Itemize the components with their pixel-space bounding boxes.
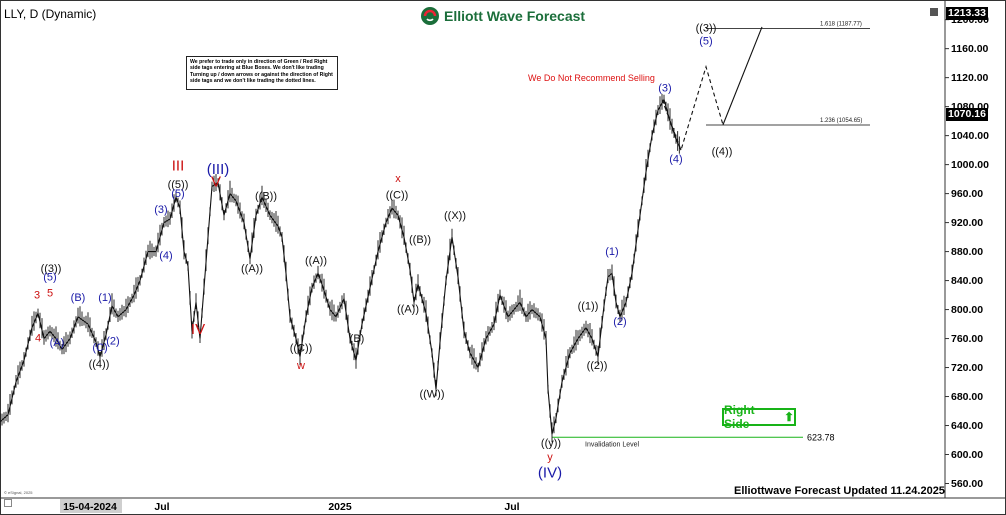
- fib-level-label: 1.236 (1054.65): [820, 118, 862, 124]
- wave-label: y: [547, 451, 553, 463]
- x-tick-highlight: [60, 499, 122, 513]
- wave-label: w: [296, 360, 305, 372]
- wave-label: (B): [350, 333, 365, 345]
- wave-label: (1): [98, 292, 111, 304]
- menu-square-icon[interactable]: [4, 499, 12, 507]
- wave-label: (3): [154, 204, 167, 216]
- wave-label: (III): [207, 161, 230, 178]
- wave-label: (C): [92, 342, 107, 354]
- brand-logo: Elliott Wave Forecast: [420, 6, 585, 26]
- wave-label: ((B)): [409, 234, 431, 246]
- wave-label: ((3)): [41, 263, 62, 275]
- brand-globe-icon: [421, 7, 439, 25]
- wave-label: ((A)): [241, 263, 263, 275]
- wave-label: V: [211, 173, 221, 190]
- trading-note-box: We prefer to trade only in direction of …: [186, 56, 338, 90]
- wave-label: (1): [605, 246, 618, 258]
- wave-label: (5): [699, 35, 712, 47]
- copyright-text: © eSignal, 2025: [4, 490, 33, 495]
- wave-label: (A): [50, 337, 65, 349]
- wave-label: ((A)): [397, 304, 419, 316]
- right-side-label: Right Side: [724, 403, 755, 431]
- wave-label: (2): [613, 316, 626, 328]
- wave-label: ((5)): [168, 179, 189, 191]
- projection-solid-line: [722, 26, 763, 125]
- wave-label: 5: [47, 288, 53, 300]
- settings-square-icon[interactable]: [930, 8, 938, 16]
- top-price-tag: 1213.33: [946, 7, 988, 20]
- note-line: We prefer to trade only in direction of …: [190, 59, 328, 65]
- y-tick-label: 880.00: [951, 246, 983, 258]
- note-line: Turning up / down arrows or against the …: [190, 71, 333, 78]
- y-tick-label: 560.00: [951, 478, 983, 490]
- wave-label: x: [395, 173, 401, 185]
- wave-label: (4): [159, 250, 172, 262]
- wave-label: ((C)): [386, 190, 409, 202]
- note-line: side tags entering at Blue Boxes. We don…: [190, 65, 324, 72]
- wave-label: ((4)): [89, 359, 110, 371]
- x-tick-label: Jul: [504, 501, 519, 513]
- y-tick-label: 1120.00: [951, 72, 989, 84]
- wave-label: (2): [106, 335, 119, 347]
- wave-label: (3): [658, 82, 671, 94]
- invalidation-value-label: 623.78: [807, 432, 835, 442]
- chart-ticker-label: LLY, D (Dynamic): [4, 7, 97, 21]
- y-tick-label: 1000.00: [951, 159, 989, 171]
- x-tick-label: Jul: [154, 501, 169, 513]
- projection-dashed-line: [661, 64, 724, 152]
- wave-label: (IV): [538, 465, 562, 482]
- y-tick-label: 840.00: [951, 275, 983, 287]
- wave-label: ((X)): [444, 210, 466, 222]
- y-tick-label: 1160.00: [951, 43, 989, 55]
- note-line: side tags and we don't like trading the …: [190, 78, 316, 85]
- y-tick-label: 680.00: [951, 391, 983, 403]
- wave-label: 4: [35, 333, 41, 345]
- y-tick-label: 800.00: [951, 304, 983, 316]
- y-tick-label: 720.00: [951, 362, 983, 374]
- y-tick-label: 760.00: [951, 333, 983, 345]
- no-sell-warning: We Do Not Recommend Selling: [528, 73, 655, 83]
- y-tick-label: 1040.00: [951, 130, 989, 142]
- wave-label: ((B)): [255, 190, 277, 202]
- wave-label: (5): [171, 188, 184, 200]
- y-tick-label: 960.00: [951, 188, 983, 200]
- x-tick-label: 15-04-2024: [63, 501, 117, 513]
- wave-label: ((4)): [712, 146, 733, 158]
- y-tick-label: 640.00: [951, 420, 983, 432]
- update-footer: Elliottwave Forecast Updated 11.24.2025: [734, 485, 945, 497]
- right-side-tag: Right Side ⬆: [722, 403, 796, 431]
- invalidation-label: Invalidation Level: [585, 441, 640, 448]
- wave-label: ((2)): [587, 360, 608, 372]
- arrow-up-icon: ⬆: [783, 410, 794, 424]
- wave-label: (5): [43, 272, 56, 284]
- y-tick-label: 920.00: [951, 217, 983, 229]
- wave-label: ((1)): [578, 301, 599, 313]
- x-tick-label: 2025: [328, 501, 352, 513]
- wave-label: ((3)): [696, 22, 717, 34]
- brand-name: Elliott Wave Forecast: [444, 8, 586, 24]
- fib-level-label: 1.618 (1187.77): [820, 22, 862, 28]
- wave-label: ((A)): [305, 255, 327, 267]
- wave-label: (4): [669, 153, 682, 165]
- wave-label: IV: [191, 321, 205, 338]
- wave-label: (B): [71, 292, 86, 304]
- wave-label: ((C)): [290, 343, 313, 355]
- wave-label: ((W)): [419, 388, 444, 400]
- wave-label: 3: [34, 290, 40, 302]
- wave-label: ((y)): [541, 438, 561, 450]
- current-price-tag: 1070.16: [946, 108, 988, 121]
- wave-label: III: [172, 157, 185, 174]
- y-tick-label: 600.00: [951, 449, 983, 461]
- price-series-line: [0, 97, 682, 435]
